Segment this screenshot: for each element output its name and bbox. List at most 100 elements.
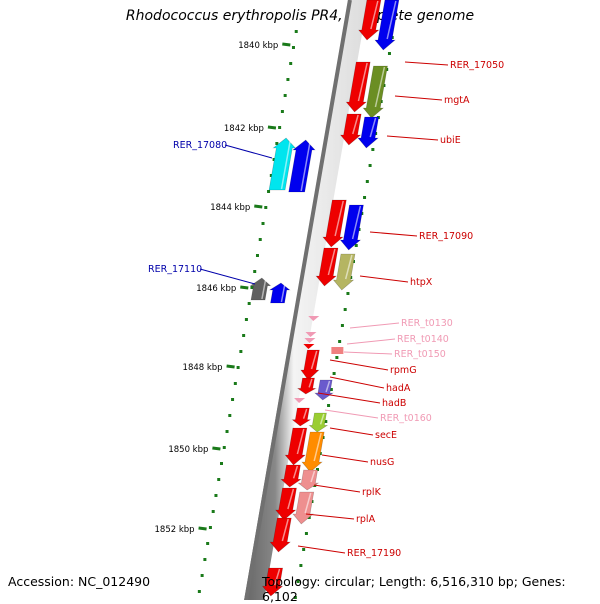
cds-arrow-shine bbox=[280, 138, 292, 190]
ruler-label: 1848 kbp bbox=[183, 363, 223, 373]
cds-arrow[interactable] bbox=[308, 412, 329, 433]
leader-line bbox=[199, 268, 256, 285]
inner-track-dot bbox=[239, 350, 243, 353]
cds-arrow-shine bbox=[292, 465, 299, 479]
leader-line bbox=[346, 338, 396, 345]
gene-label[interactable]: hadB bbox=[382, 398, 406, 409]
inner-track-dot bbox=[250, 286, 254, 289]
leader-line bbox=[305, 513, 355, 520]
cds-arrow-shine bbox=[334, 200, 344, 237]
inner-track-dot bbox=[211, 510, 215, 513]
leader-line bbox=[324, 409, 379, 419]
outer-track-dot bbox=[365, 180, 369, 183]
inner-track-dot bbox=[280, 110, 284, 113]
cds-arrow-shine bbox=[357, 62, 368, 102]
leader-line bbox=[394, 95, 443, 101]
inner-track-dot bbox=[253, 270, 257, 273]
inner-track-dot bbox=[294, 30, 298, 33]
outer-track-dot bbox=[304, 532, 308, 535]
gene-label[interactable]: mgtA bbox=[444, 95, 470, 106]
outer-track-dot bbox=[296, 580, 300, 583]
cds-arrow[interactable] bbox=[249, 277, 272, 301]
gene-label[interactable]: RER_17050 bbox=[450, 60, 504, 71]
gene-label[interactable]: RER_t0150 bbox=[394, 349, 446, 360]
cds-arrow[interactable] bbox=[331, 347, 344, 354]
outer-track-dot bbox=[329, 388, 333, 391]
trna-mark[interactable] bbox=[304, 338, 316, 343]
outer-track-dot bbox=[324, 420, 328, 423]
inner-track-dot bbox=[286, 78, 290, 81]
ruler-tick bbox=[254, 204, 263, 209]
leader-line bbox=[297, 545, 346, 554]
leader-line bbox=[359, 275, 409, 283]
gene-label[interactable]: RER_17110 bbox=[148, 264, 202, 275]
cds-arrow-shine bbox=[325, 380, 331, 393]
cds-arrow[interactable] bbox=[292, 491, 315, 525]
outer-track-dot bbox=[343, 308, 347, 311]
inner-track-dot bbox=[244, 318, 248, 321]
gene-label[interactable]: RER_17080 bbox=[173, 140, 227, 151]
cds-arrow-shine bbox=[369, 117, 377, 138]
trna-mark[interactable] bbox=[303, 344, 315, 349]
inner-track-dot bbox=[255, 254, 259, 257]
cds-arrow-shine bbox=[280, 283, 286, 303]
inner-track-dot bbox=[214, 494, 218, 497]
inner-track-dot bbox=[278, 126, 282, 129]
gene-label[interactable]: RER_t0140 bbox=[397, 334, 449, 345]
cds-arrow-shine bbox=[261, 278, 267, 300]
inner-track-dot bbox=[231, 398, 235, 401]
inner-track-dot bbox=[225, 430, 229, 433]
cds-arrow[interactable] bbox=[332, 253, 356, 291]
gene-label[interactable]: secE bbox=[375, 430, 397, 441]
cds-arrow-shine bbox=[310, 470, 316, 483]
outer-track-dot bbox=[387, 52, 391, 55]
leader-line bbox=[404, 61, 449, 66]
gene-label[interactable]: hadA bbox=[386, 383, 411, 394]
inner-track-dot bbox=[208, 526, 212, 529]
backbone-band bbox=[244, 0, 368, 600]
cds-arrow[interactable] bbox=[268, 282, 291, 304]
leader-line bbox=[329, 427, 374, 436]
inner-track-dot bbox=[264, 206, 268, 209]
ruler-label: 1842 kbp bbox=[224, 124, 264, 134]
inner-track-dot bbox=[217, 478, 221, 481]
cds-arrow[interactable] bbox=[314, 379, 334, 401]
cds-arrow-shine bbox=[327, 248, 336, 276]
gene-label[interactable]: RER_t0130 bbox=[401, 318, 453, 329]
outer-track-dot bbox=[293, 596, 297, 599]
outer-track-dot bbox=[340, 324, 344, 327]
gene-label[interactable]: rplA bbox=[356, 514, 376, 525]
ruler-label: 1846 kbp bbox=[196, 284, 236, 294]
gene-label[interactable]: rplK bbox=[362, 487, 382, 498]
inner-track-dot bbox=[283, 94, 287, 97]
gene-label[interactable]: nusG bbox=[370, 457, 394, 468]
trna-mark[interactable] bbox=[308, 316, 320, 321]
gene-label[interactable]: RER_17190 bbox=[347, 548, 401, 559]
ruler-tick bbox=[198, 526, 207, 531]
trna-mark[interactable] bbox=[305, 332, 317, 337]
leader-line bbox=[224, 144, 273, 159]
ruler-tick bbox=[267, 125, 277, 130]
inner-track-dot bbox=[197, 590, 201, 593]
ruler-label: 1852 kbp bbox=[155, 525, 195, 535]
ruler-tick bbox=[226, 364, 235, 369]
outer-track-dot bbox=[307, 516, 311, 519]
trna-mark[interactable] bbox=[294, 398, 306, 403]
inner-track-dot bbox=[219, 462, 223, 465]
inner-track-dot bbox=[222, 446, 226, 449]
cds-arrow-shine bbox=[308, 378, 313, 388]
outer-track-dot bbox=[315, 468, 319, 471]
inner-track-dot bbox=[203, 558, 207, 561]
gene-label[interactable]: ubiE bbox=[440, 135, 461, 146]
gene-label[interactable]: rpmG bbox=[390, 365, 417, 376]
gene-label[interactable]: htpX bbox=[410, 277, 433, 288]
outer-track-dot bbox=[299, 564, 303, 567]
cds-arrow-shine bbox=[296, 428, 305, 455]
cds-arrow[interactable] bbox=[357, 116, 380, 149]
gene-label[interactable]: RER_17090 bbox=[419, 231, 473, 242]
gene-label[interactable]: RER_t0160 bbox=[380, 413, 432, 424]
inner-track-dot bbox=[267, 190, 271, 193]
cds-arrow-shine bbox=[300, 140, 311, 192]
ruler-tick bbox=[240, 285, 249, 290]
